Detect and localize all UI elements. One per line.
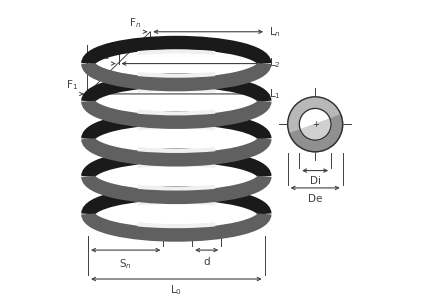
Circle shape bbox=[299, 108, 331, 140]
Text: S$_n$: S$_n$ bbox=[119, 257, 132, 271]
Wedge shape bbox=[289, 115, 343, 152]
Text: L$_2$: L$_2$ bbox=[269, 57, 280, 70]
Text: d: d bbox=[204, 257, 210, 267]
Text: +: + bbox=[312, 120, 319, 129]
Circle shape bbox=[288, 97, 343, 152]
Text: F$_n$: F$_n$ bbox=[130, 16, 142, 30]
Text: L$_n$: L$_n$ bbox=[269, 25, 281, 39]
Text: Di: Di bbox=[310, 176, 321, 186]
Text: L$_0$: L$_0$ bbox=[170, 284, 182, 297]
Text: F$_1$: F$_1$ bbox=[66, 79, 78, 92]
Text: De: De bbox=[308, 194, 322, 204]
Text: F$_2$: F$_2$ bbox=[98, 48, 110, 62]
Wedge shape bbox=[300, 119, 331, 140]
Text: L$_1$: L$_1$ bbox=[269, 87, 281, 101]
